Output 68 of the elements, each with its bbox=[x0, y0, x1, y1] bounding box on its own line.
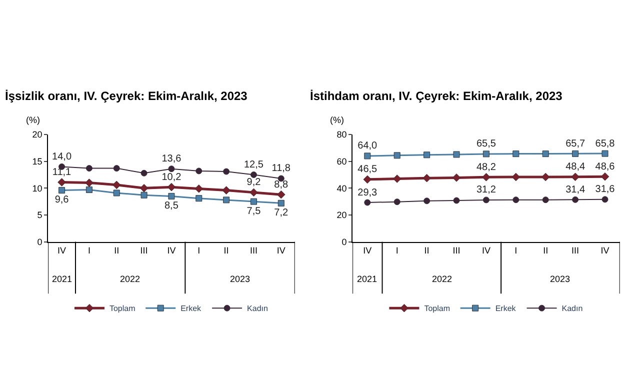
x-tick-label: II bbox=[224, 246, 229, 256]
x-tick-label: III bbox=[250, 246, 258, 256]
data-label: 12,5 bbox=[244, 159, 264, 170]
data-label: 64,0 bbox=[358, 140, 378, 152]
data-label: 10,2 bbox=[162, 172, 182, 183]
data-label: 46,5 bbox=[358, 164, 378, 176]
y-tick-label: 60 bbox=[336, 156, 347, 166]
data-label: 9,6 bbox=[54, 194, 70, 206]
x-tick-label: IV bbox=[482, 246, 490, 256]
legend-label: Erkek bbox=[495, 304, 517, 314]
data-label: 8,5 bbox=[164, 200, 179, 212]
data-label: 31,2 bbox=[476, 184, 496, 196]
y-tick-label: 0 bbox=[37, 236, 42, 247]
x-tick-label: I bbox=[514, 246, 518, 256]
data-label: 65,7 bbox=[566, 138, 586, 150]
chart-title: İşsizlik oranı, IV. Çeyrek: Ekim-Aralık, 2023 bbox=[5, 89, 248, 103]
data-label: 9,2 bbox=[246, 177, 262, 188]
y-tick-label: 5 bbox=[37, 210, 42, 220]
x-tick-label: I bbox=[198, 246, 200, 256]
y-tick-label: 80 bbox=[336, 130, 347, 140]
x-tick-label: IV bbox=[363, 246, 372, 256]
legend-label: Toplam bbox=[424, 304, 450, 314]
y-axis-title: (%) bbox=[330, 115, 344, 125]
y-tick-label: 40 bbox=[336, 183, 347, 194]
text: 2021 bbox=[52, 274, 72, 284]
data-label: 65,5 bbox=[476, 138, 496, 150]
legend-label: Kadın bbox=[247, 304, 268, 314]
x-tick-label: II bbox=[424, 246, 430, 256]
text: 2022 bbox=[120, 274, 140, 284]
data-label: 11,8 bbox=[272, 163, 291, 174]
x-tick-label: II bbox=[543, 246, 548, 256]
y-axis-title: (%) bbox=[26, 115, 40, 125]
data-label: 13,6 bbox=[162, 154, 182, 165]
x-tick-label: III bbox=[572, 246, 580, 256]
chart-title: İstihdam oranı, IV. Çeyrek: Ekim-Aralık, 2023 bbox=[310, 89, 563, 103]
x-tick-label: IV bbox=[276, 246, 286, 256]
legend-label: Erkek bbox=[180, 304, 202, 314]
data-label: 14,0 bbox=[52, 151, 72, 162]
data-label: 48,6 bbox=[595, 161, 616, 172]
text: 2022 bbox=[432, 274, 452, 284]
data-label: 11,1 bbox=[52, 167, 72, 178]
data-label: 48,4 bbox=[566, 162, 586, 173]
data-label: 8,8 bbox=[274, 179, 289, 190]
x-tick-label: I bbox=[396, 246, 398, 256]
y-tick-label: 15 bbox=[32, 156, 42, 166]
x-tick-label: IV bbox=[600, 246, 610, 256]
y-tick-label: 0 bbox=[342, 236, 347, 247]
x-tick-label: IV bbox=[167, 246, 176, 256]
y-tick-label: 20 bbox=[32, 130, 42, 140]
data-label: 7,2 bbox=[274, 207, 289, 218]
y-tick-label: 20 bbox=[336, 210, 347, 220]
legend-label: Kadın bbox=[562, 304, 583, 314]
data-label: 7,5 bbox=[246, 206, 262, 217]
x-tick-label: I bbox=[88, 246, 90, 256]
data-label: 48,2 bbox=[476, 162, 496, 173]
text: 2023 bbox=[550, 274, 570, 284]
y-tick-label: 10 bbox=[32, 183, 42, 194]
legend-label: Toplam bbox=[109, 304, 136, 314]
data-label: 31,6 bbox=[595, 184, 616, 196]
data-label: 65,8 bbox=[595, 138, 616, 150]
text: 2023 bbox=[230, 274, 250, 284]
x-tick-label: IV bbox=[58, 246, 66, 256]
data-label: 29,3 bbox=[358, 187, 378, 198]
x-tick-label: II bbox=[114, 246, 120, 256]
x-tick-label: III bbox=[140, 246, 148, 256]
data-label: 31,4 bbox=[566, 184, 586, 196]
x-tick-label: III bbox=[452, 246, 460, 256]
text: 2021 bbox=[357, 274, 378, 284]
